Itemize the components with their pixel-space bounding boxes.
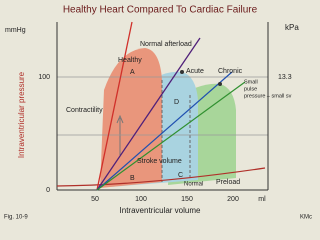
label: Preload [216, 179, 240, 186]
label: Normal [184, 182, 203, 188]
arrow-head [116, 114, 124, 124]
title: Healthy Heart Compared To Cardiac Failur… [63, 5, 258, 16]
y-axis-label: Intraventricular pressure [17, 71, 26, 158]
label: B [130, 175, 135, 182]
label: Normal afterload [140, 41, 192, 48]
point [180, 70, 184, 74]
label: C [178, 172, 183, 179]
annotation: pulse [244, 86, 257, 92]
y-unit-left: mmHg [5, 27, 26, 34]
annotation: pressure – small sv [244, 93, 292, 99]
point [218, 82, 222, 86]
y-tick-label: 100 [38, 74, 50, 81]
diagram: Healthy Heart Compared To Cardiac Failur… [4, 5, 312, 221]
label: Chronic [218, 68, 243, 75]
x-tick-label: 100 [135, 196, 147, 203]
x-tick-label: 50 [91, 196, 99, 203]
chronic-line [96, 81, 246, 191]
x-unit: ml [258, 196, 266, 203]
y-unit-right: kPa [285, 23, 299, 32]
diastolic-curve [56, 167, 266, 187]
label: Stroke volume [137, 158, 182, 165]
label: Contractility [66, 107, 103, 114]
x-tick-label: 150 [181, 196, 193, 203]
annotation: Small [244, 79, 258, 85]
label: Acute [186, 68, 204, 75]
y-tick-label: 0 [46, 187, 50, 194]
healthy-loop [100, 48, 162, 188]
contractility-line [96, 21, 133, 191]
label: Healthy [118, 57, 142, 64]
x-tick-label: 200 [227, 196, 239, 203]
afterload-line [96, 37, 201, 191]
y2-tick-label: 13.3 [278, 74, 292, 81]
credit: KMc [300, 215, 312, 221]
label: D [174, 99, 179, 106]
label: A [130, 69, 135, 76]
figure-number: Fig. 10-9 [4, 215, 28, 221]
acute-line [96, 71, 233, 191]
x-axis-label: Intraventricular volume [120, 206, 201, 215]
